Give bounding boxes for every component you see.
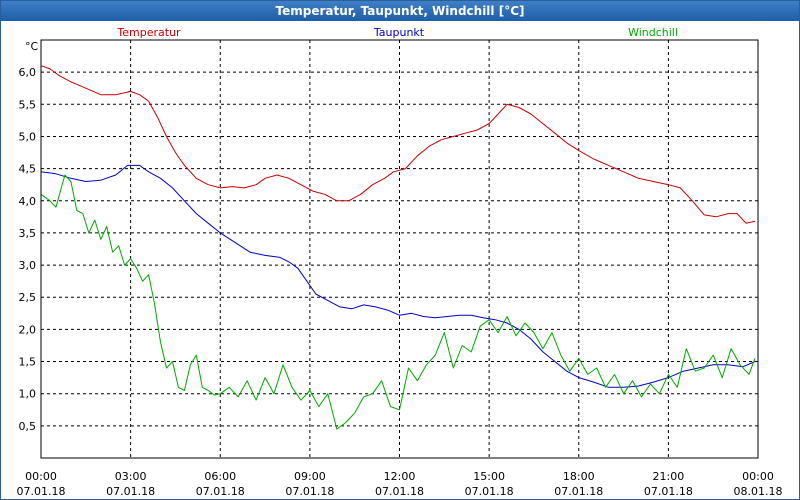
legend: Temperatur Taupunkt Windchill xyxy=(116,26,678,39)
y-tick-label: 4,5 xyxy=(19,163,37,176)
y-tick-label: 1,0 xyxy=(19,388,37,401)
x-tick-time: 00:00 xyxy=(25,470,57,483)
x-tick-date: 07.01.18 xyxy=(17,485,66,498)
y-tick-label: 5,0 xyxy=(19,130,37,143)
series-line-windchill xyxy=(40,174,756,430)
y-tick-label: 6,0 xyxy=(19,66,37,79)
plot-border xyxy=(40,39,759,459)
x-tick-time: 09:00 xyxy=(294,470,326,483)
x-tick-date: 07.01.18 xyxy=(375,485,424,498)
legend-taupunkt: Taupunkt xyxy=(373,26,425,39)
y-tick-label: 0,5 xyxy=(19,420,37,433)
y-tick-label: 4,0 xyxy=(19,195,37,208)
y-tick-label: 2,0 xyxy=(19,323,37,336)
legend-windchill: Windchill xyxy=(628,26,678,39)
x-tick-time: 15:00 xyxy=(473,470,505,483)
x-tick-date: 07.01.18 xyxy=(644,485,693,498)
legend-temperatur: Temperatur xyxy=(116,26,181,39)
series-layer xyxy=(40,65,756,430)
y-tick-label: 1,5 xyxy=(19,356,37,369)
x-tick-time: 03:00 xyxy=(115,470,147,483)
series-line-taupunkt xyxy=(40,164,756,388)
x-tick-time: 12:00 xyxy=(384,470,416,483)
y-tick-label: 3,0 xyxy=(19,259,37,272)
ticks: 0,5 1,0 1,5 2,0 2,5 3,0 3,5 4,0 4,5 5,0 5,5 6,0 00:0… xyxy=(17,66,783,498)
x-tick-date: 07.01.18 xyxy=(465,485,514,498)
x-tick-time: 06:00 xyxy=(204,470,236,483)
y-axis-label: °C xyxy=(25,40,39,53)
series-line-temperatur xyxy=(40,65,756,224)
y-tick-label: 2,5 xyxy=(19,291,37,304)
chart: 0,5 1,0 1,5 2,0 2,5 3,0 3,5 4,0 4,5 5,0 5,5 6,0 00:0… xyxy=(17,26,783,498)
x-tick-time: 00:00 xyxy=(742,470,774,483)
x-tick-date: 07.01.18 xyxy=(285,485,334,498)
x-tick-time: 18:00 xyxy=(563,470,595,483)
window-title: Temperatur, Taupunkt, Windchill [°C] xyxy=(1,1,799,21)
x-tick-date: 07.01.18 xyxy=(106,485,155,498)
y-tick-label: 3,5 xyxy=(19,227,37,240)
x-tick-date: 08.01.18 xyxy=(734,485,783,498)
x-tick-date: 07.01.18 xyxy=(554,485,603,498)
y-tick-label: 5,5 xyxy=(19,98,37,111)
grid xyxy=(41,40,758,458)
plot-frame xyxy=(40,39,759,459)
x-tick-time: 21:00 xyxy=(653,470,685,483)
x-tick-date: 07.01.18 xyxy=(196,485,245,498)
